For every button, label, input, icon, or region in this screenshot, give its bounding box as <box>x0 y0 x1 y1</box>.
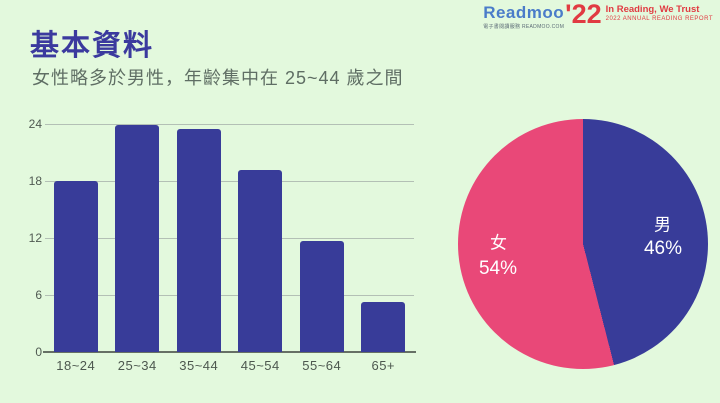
x-tick-label-25~34: 25~34 <box>117 358 157 373</box>
y-tick-label-0: 0 <box>35 345 42 359</box>
bar-18~24 <box>53 181 98 352</box>
y-tick-label-18: 18 <box>28 174 42 188</box>
logo-report-line: 2022 ANNUAL READING REPORT <box>605 16 713 23</box>
logo-year: '22 <box>565 0 602 29</box>
readmoo-logo: Readmoo 電子書閱讀服務 READMOO.COM '22 In Readi… <box>483 0 713 30</box>
bar-65+ <box>361 301 406 352</box>
pie-value-female: 54% <box>478 258 518 279</box>
pie-circle <box>458 119 708 369</box>
logo-slogan-block: In Reading, We Trust 2022 ANNUAL READING… <box>605 4 713 23</box>
age-bar-chart: 0 6 12 18 24 18~24 25~34 35~44 45~54 55~64 65+ <box>20 110 422 390</box>
gridline-18 <box>45 181 414 182</box>
y-tick-label-6: 6 <box>35 288 42 302</box>
bar-35~44 <box>176 128 221 352</box>
x-tick-label-35~44: 35~44 <box>179 358 219 373</box>
x-tick-label-45~54: 45~54 <box>240 358 280 373</box>
logo-slogan: In Reading, We Trust <box>605 4 700 15</box>
pie-value-male: 46% <box>643 238 683 259</box>
page-subtitle: 女性略多於男性，年齡集中在 25~44 歲之間 <box>32 68 404 88</box>
gender-pie-chart: 女 54% 男 46% <box>458 119 708 369</box>
bar-45~54 <box>238 169 283 352</box>
pie-label-male: 男 <box>654 215 672 235</box>
logo-tagline: 電子書閱讀服務 READMOO.COM <box>483 24 565 30</box>
gridline-24 <box>45 124 414 125</box>
gridline-6 <box>45 295 414 296</box>
x-tick-label-18~24: 18~24 <box>56 358 96 373</box>
pie-label-female: 女 <box>490 233 508 253</box>
bar-25~34 <box>115 124 160 352</box>
x-tick-label-65+: 65+ <box>371 358 396 373</box>
x-axis-line <box>43 351 416 353</box>
y-tick-label-24: 24 <box>28 117 42 131</box>
bar-55~64 <box>299 240 344 352</box>
page-title: 基本資料 <box>30 30 155 62</box>
x-tick-label-55~64: 55~64 <box>302 358 342 373</box>
gridline-12 <box>45 238 414 239</box>
y-tick-label-12: 12 <box>28 231 42 245</box>
logo-brand-block: Readmoo 電子書閱讀服務 READMOO.COM <box>483 4 564 30</box>
logo-brand-text: Readmoo <box>483 3 565 22</box>
bar-chart-plot <box>43 124 416 353</box>
